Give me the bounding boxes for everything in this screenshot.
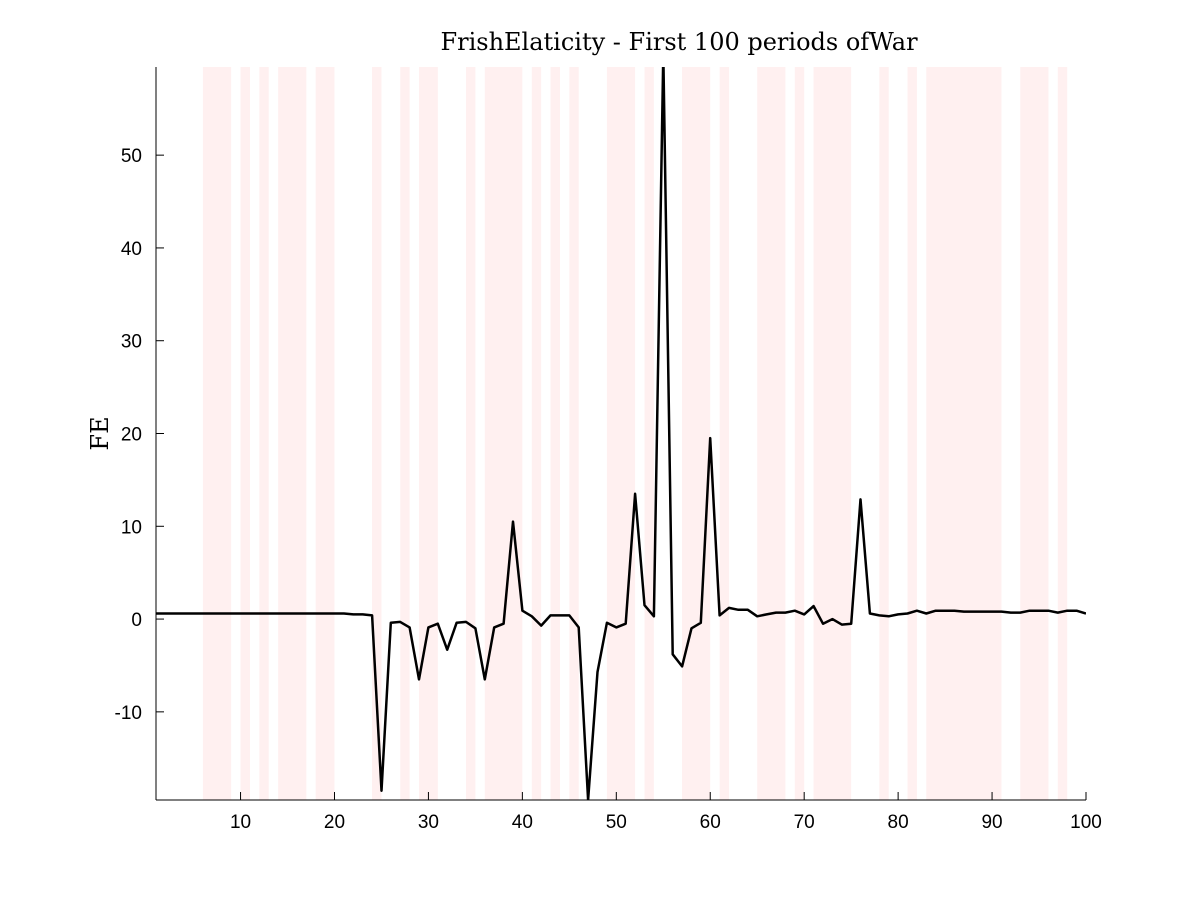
y-tick-label-20: 20 [121, 425, 142, 446]
war-shade-10 [484, 67, 523, 800]
war-shade-4 [278, 67, 307, 800]
war-shade-19 [794, 67, 805, 800]
war-shade-2 [240, 67, 250, 800]
war-shade-12 [550, 67, 560, 800]
x-tick-label-90: 90 [981, 812, 1002, 833]
x-tick-label-20: 20 [324, 812, 345, 833]
chart-title: FrishElaticity - First 100 periods ofWar [440, 28, 918, 56]
war-shade-24 [1020, 67, 1049, 800]
x-tick-label-70: 70 [794, 812, 815, 833]
y-axis-label: FE [86, 416, 114, 450]
y-tick-label-10: 10 [121, 517, 142, 538]
war-shade-3 [259, 67, 269, 800]
war-shade-7 [400, 67, 410, 800]
y-axis-ticks: -10 0 10 20 30 40 50 [115, 146, 164, 724]
x-tick-label-30: 30 [418, 812, 439, 833]
war-shade-9 [466, 67, 476, 800]
x-axis-ticks: 10 20 30 40 50 60 70 80 90 100 [230, 792, 1102, 833]
y-tick-label-30: 30 [121, 332, 142, 353]
war-shade-1 [202, 67, 232, 800]
y-tick-label--10: -10 [115, 703, 142, 724]
x-tick-label-100: 100 [1070, 812, 1102, 833]
war-shade-20 [813, 67, 852, 800]
war-shade-25 [1057, 67, 1068, 800]
y-tick-label-0: 0 [131, 610, 142, 631]
y-tick-label-40: 40 [121, 239, 142, 260]
x-tick-label-50: 50 [606, 812, 627, 833]
war-shade-11 [531, 67, 542, 800]
war-shade-17 [719, 67, 730, 800]
war-shade-14 [606, 67, 636, 800]
war-shade-16 [682, 67, 711, 800]
war-shade-8 [419, 67, 438, 800]
x-tick-label-80: 80 [888, 812, 909, 833]
war-shade-5 [315, 67, 335, 800]
x-tick-label-60: 60 [700, 812, 721, 833]
war-shade-15 [644, 67, 654, 800]
war-shade-22 [907, 67, 917, 800]
y-tick-label-50: 50 [121, 146, 142, 167]
fe-series-line [156, 67, 1086, 800]
x-tick-label-10: 10 [230, 812, 251, 833]
war-period-shading [202, 67, 1068, 800]
war-shade-18 [757, 67, 786, 800]
war-shade-23 [926, 67, 1002, 800]
x-tick-label-40: 40 [512, 812, 533, 833]
war-shade-6 [372, 67, 382, 800]
war-shade-13 [569, 67, 579, 800]
war-shade-21 [879, 67, 889, 800]
